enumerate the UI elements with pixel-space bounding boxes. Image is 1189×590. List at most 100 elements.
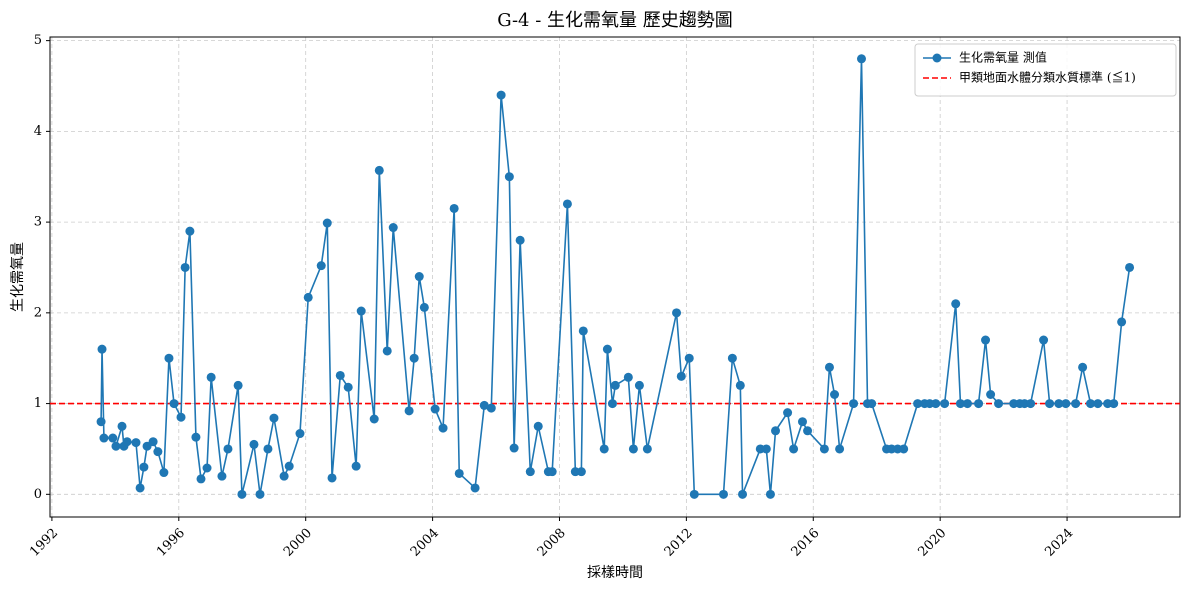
data-point: [771, 426, 781, 436]
data-point: [738, 489, 748, 499]
x-tick-label: 1996: [154, 526, 188, 560]
data-point: [255, 489, 265, 499]
data-point: [765, 489, 775, 499]
data-point: [96, 417, 106, 427]
y-tick-label: 3: [34, 215, 42, 230]
data-point: [122, 437, 132, 447]
data-point: [1117, 317, 1127, 327]
y-axis-label: 生化需氧量: [10, 242, 26, 312]
data-point: [994, 399, 1004, 409]
plot-frame: [49, 36, 1181, 518]
data-point: [533, 421, 543, 431]
data-point: [196, 474, 206, 484]
data-point: [981, 335, 991, 345]
data-point: [263, 444, 273, 454]
data-point: [131, 438, 141, 448]
data-point: [986, 390, 996, 400]
data-point: [684, 353, 694, 363]
chart-title: G-4 - 生化需氧量 歷史趨勢圖: [497, 10, 733, 31]
data-point: [279, 471, 289, 481]
data-point: [351, 461, 361, 471]
x-tick-label: 1992: [27, 526, 61, 560]
data-point: [515, 235, 525, 245]
data-point: [404, 406, 414, 416]
data-point: [202, 463, 212, 473]
data-point: [735, 380, 745, 390]
data-point: [303, 292, 313, 302]
data-point: [974, 399, 984, 409]
data-point: [164, 353, 174, 363]
legend-label: 生化需氧量 測值: [959, 50, 1047, 65]
data-point: [449, 203, 459, 213]
data-point: [1026, 399, 1036, 409]
data-point: [180, 262, 190, 272]
data-point: [233, 380, 243, 390]
data-point: [135, 483, 145, 493]
data-point: [642, 444, 652, 454]
data-point: [316, 261, 326, 271]
data-point: [322, 218, 332, 228]
data-point: [856, 54, 866, 64]
data-point: [335, 370, 345, 380]
data-point: [388, 223, 398, 233]
data-point: [955, 399, 965, 409]
data-point: [217, 471, 227, 481]
data-point: [628, 444, 638, 454]
y-tick-label: 4: [34, 124, 42, 139]
data-point: [153, 447, 163, 457]
data-point: [1093, 399, 1103, 409]
data-point: [223, 444, 233, 454]
data-point: [819, 444, 829, 454]
data-point: [327, 473, 337, 483]
data-point: [610, 380, 620, 390]
data-point: [899, 444, 909, 454]
data-point: [803, 426, 813, 436]
data-point: [1086, 399, 1096, 409]
data-point: [824, 362, 834, 372]
data-point: [761, 444, 771, 454]
x-tick-label: 2016: [789, 526, 823, 560]
data-point: [1039, 335, 1049, 345]
data-point: [962, 399, 972, 409]
data-point: [382, 346, 392, 356]
data-point: [343, 382, 353, 392]
data-point: [634, 380, 644, 390]
data-point: [718, 489, 728, 499]
data-point: [470, 483, 480, 493]
data-point: [374, 165, 384, 175]
data-point: [931, 399, 941, 409]
data-point: [486, 403, 496, 413]
data-point: [1045, 399, 1055, 409]
data-point: [419, 302, 429, 312]
data-point: [525, 467, 535, 477]
data-point: [176, 412, 186, 422]
data-point: [139, 462, 149, 472]
data-point: [159, 468, 169, 478]
data-point: [97, 344, 107, 354]
data-point: [111, 441, 121, 451]
data-point: [1078, 362, 1088, 372]
data-point: [835, 444, 845, 454]
data-point: [249, 439, 259, 449]
data-point: [369, 414, 379, 424]
data-point: [576, 467, 586, 477]
data-point: [797, 417, 807, 427]
y-tick-label: 5: [34, 33, 42, 48]
data-point: [509, 443, 519, 453]
data-point: [169, 399, 179, 409]
data-point: [504, 172, 514, 182]
data-point: [108, 433, 118, 443]
data-point: [789, 444, 799, 454]
data-point: [940, 399, 950, 409]
data-point: [1109, 399, 1119, 409]
data-point: [117, 421, 127, 431]
data-point: [1061, 399, 1071, 409]
data-point: [479, 400, 489, 410]
data-point: [430, 404, 440, 414]
y-tick-label: 0: [34, 487, 42, 502]
data-point: [599, 444, 609, 454]
x-axis-label: 採樣時間: [587, 564, 643, 581]
data-point: [830, 390, 840, 400]
